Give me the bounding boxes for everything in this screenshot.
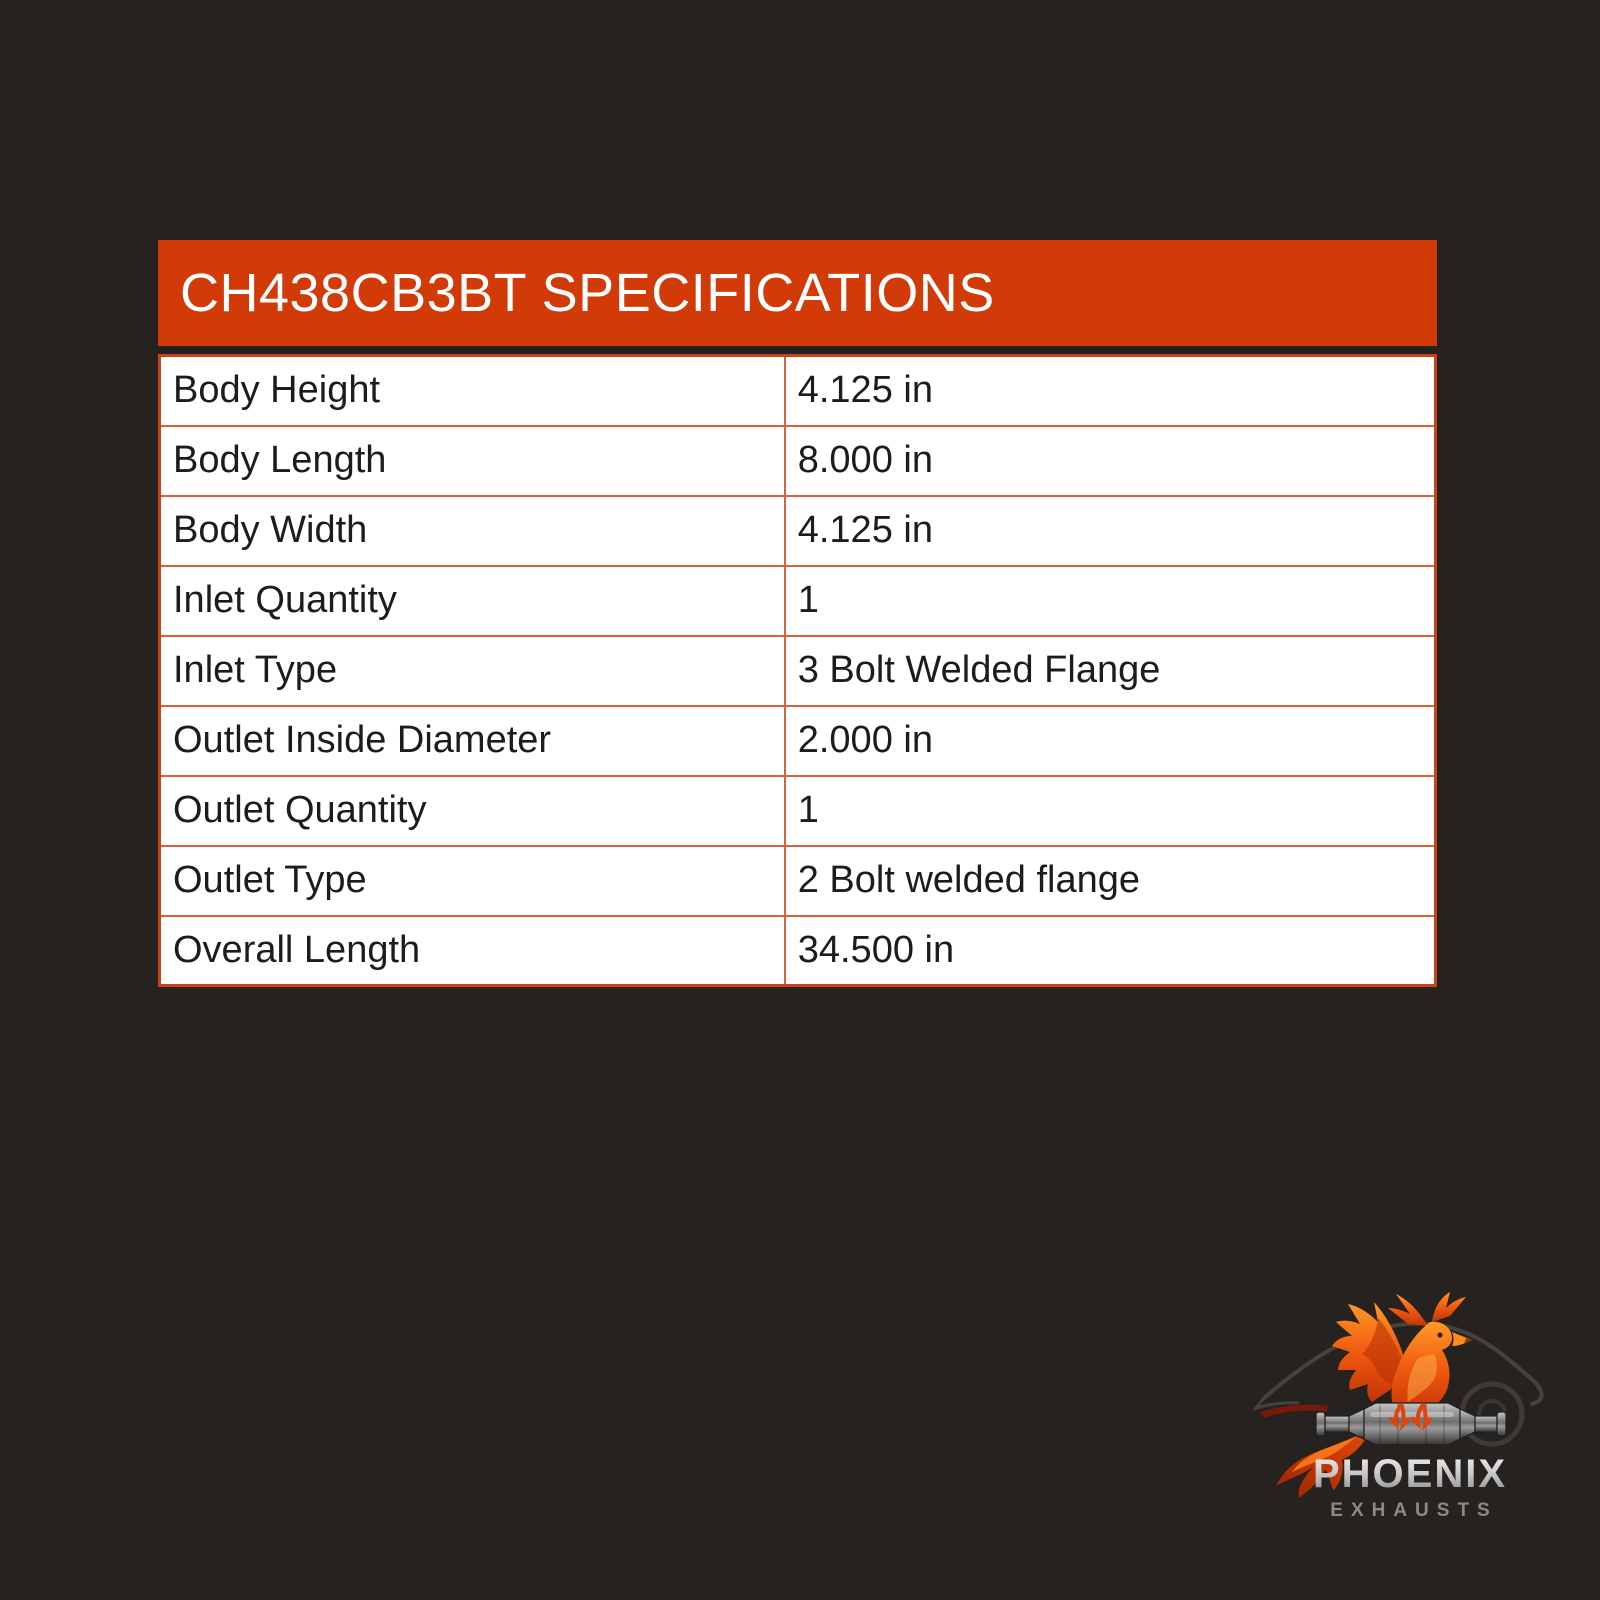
underline-flame-streak — [1260, 1404, 1328, 1418]
table-row: Inlet Quantity 1 — [158, 564, 1437, 637]
spec-label: Body Height — [158, 354, 786, 427]
phoenix-exhausts-logo: PHOENIX EXHAUSTS — [1250, 1262, 1570, 1532]
spec-value: 1 — [783, 774, 1437, 847]
spec-value: 1 — [783, 564, 1437, 637]
spec-label: Outlet Quantity — [158, 774, 786, 847]
spec-value: 4.125 in — [783, 354, 1437, 427]
table-row: Body Height 4.125 in — [158, 354, 1437, 427]
spec-value: 8.000 in — [783, 424, 1437, 497]
spec-label: Body Length — [158, 424, 786, 497]
spec-value: 3 Bolt Welded Flange — [783, 634, 1437, 707]
table-row: Outlet Inside Diameter 2.000 in — [158, 704, 1437, 777]
eye — [1437, 1332, 1443, 1338]
table-row: Overall Length 34.500 in — [158, 914, 1437, 987]
spec-label: Body Width — [158, 494, 786, 567]
spec-label: Outlet Inside Diameter — [158, 704, 786, 777]
table-row: Body Width 4.125 in — [158, 494, 1437, 567]
spec-label: Inlet Quantity — [158, 564, 786, 637]
spec-table: Body Height 4.125 in Body Length 8.000 i… — [158, 354, 1437, 987]
talons — [1389, 1404, 1432, 1432]
spec-header-bar: CH438CB3BT SPECIFICATIONS — [158, 240, 1437, 346]
spec-value: 4.125 in — [783, 494, 1437, 567]
spec-label: Outlet Type — [158, 844, 786, 917]
car-silhouette-icon — [1251, 1321, 1544, 1411]
table-row: Body Length 8.000 in — [158, 424, 1437, 497]
spec-value: 2.000 in — [783, 704, 1437, 777]
beak — [1452, 1332, 1472, 1346]
phoenix-logo-art: PHOENIX EXHAUSTS — [1251, 1292, 1544, 1521]
spec-value: 34.500 in — [783, 914, 1437, 987]
spec-label: Overall Length — [158, 914, 786, 987]
spec-title: CH438CB3BT SPECIFICATIONS — [180, 263, 995, 323]
logo-subtitle-text: EXHAUSTS — [1330, 1500, 1497, 1521]
table-row: Inlet Type 3 Bolt Welded Flange — [158, 634, 1437, 707]
logo-brand-text: PHOENIX — [1313, 1452, 1507, 1496]
spec-label: Inlet Type — [158, 634, 786, 707]
table-row: Outlet Type 2 Bolt welded flange — [158, 844, 1437, 917]
table-row: Outlet Quantity 1 — [158, 774, 1437, 847]
spec-value: 2 Bolt welded flange — [783, 844, 1437, 917]
